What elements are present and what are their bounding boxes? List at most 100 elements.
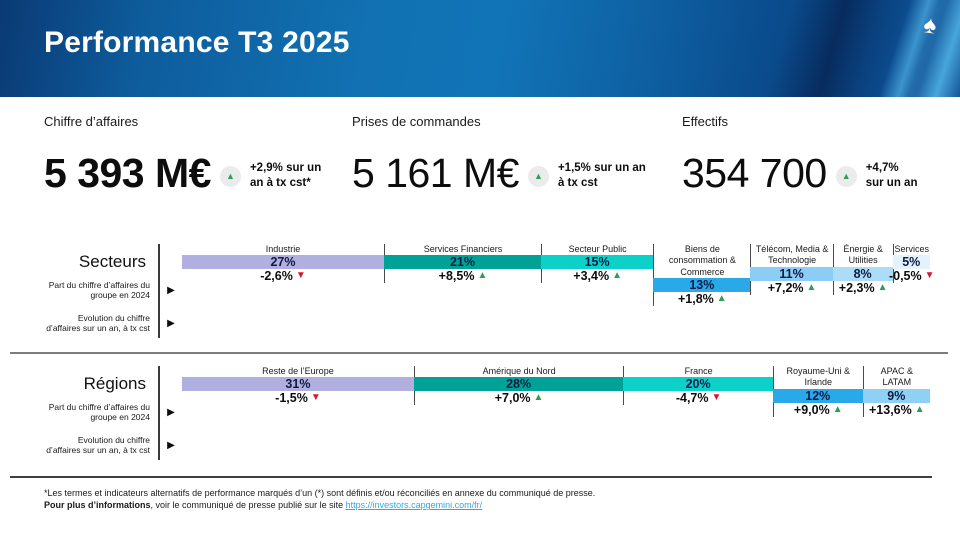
evolution-cell: +9,0% ▲ — [772, 402, 863, 417]
share-value: 5% — [902, 255, 921, 270]
share-bar-segment: 12% — [772, 388, 863, 403]
table-column: APAC & LATAM 9% +13,6% ▲ — [862, 366, 930, 460]
share-row-label: Part du chiffre d’affaires du groupe en … — [48, 279, 150, 300]
page-title: Performance T3 2025 — [44, 26, 350, 59]
share-value: 28% — [506, 377, 532, 392]
table-column: Services 5% -0,5% ▼ — [889, 244, 935, 338]
footnote-definitions: *Les termes et indicateurs alternatifs d… — [44, 488, 596, 498]
trend-arrow-icon: ▲ — [612, 270, 622, 282]
table-column: Services Financiers 21% +8,5% ▲ — [383, 244, 542, 338]
column-header: Industrie — [265, 244, 301, 254]
regions-label-column: Régions Part du chiffre d’affaires du gr… — [30, 366, 160, 460]
share-bar-segment: 20% — [623, 377, 773, 392]
evolution-value: +7,2% — [767, 280, 804, 295]
evolution-cell: +2,3% ▲ — [832, 280, 893, 295]
kpi-card: Chiffre d’affaires 5 393 M€ ▲ +2,9% sur … — [44, 114, 352, 194]
kpi-change: +1,5% sur un an à tx cst — [557, 161, 646, 189]
table-title: Régions — [83, 374, 146, 393]
share-value: 27% — [270, 255, 296, 270]
kpi-value: 5 161 M€ — [352, 150, 519, 196]
footnote-text: , voir le communiqué de presse publié su… — [150, 500, 346, 511]
trend-badge: ▲ — [219, 166, 241, 187]
trend-arrow-icon: ▼ — [310, 392, 321, 404]
column-header: Services — [892, 244, 929, 256]
share-bar-segment: 5% — [892, 255, 930, 270]
evolution-value: +9,0% — [793, 402, 830, 417]
footnotes: *Les termes et indicateurs alternatifs d… — [44, 487, 920, 511]
evolution-cell: +7,2% ▲ — [750, 280, 832, 295]
kpi-value: 354 700 — [682, 150, 827, 196]
share-value: 21% — [449, 255, 475, 270]
table-column: Télécom, Media & Technologie 11% +7,2% ▲ — [750, 244, 833, 338]
trend-arrow-icon: ▲ — [477, 270, 488, 282]
column-header: Biens de consommation & Commerce — [653, 244, 750, 278]
trend-arrow-icon: ▼ — [924, 270, 935, 282]
share-value: 11% — [779, 266, 804, 281]
column-header: Royaume-Uni & Irlande — [772, 366, 863, 389]
section-divider — [10, 352, 948, 354]
share-value: 12% — [805, 388, 831, 403]
evolution-value: +8,5% — [438, 269, 475, 284]
share-value: 31% — [285, 377, 311, 392]
evolution-cell: -0,5% ▼ — [889, 269, 935, 284]
evolution-cell: -4,7% ▼ — [623, 391, 773, 406]
kpi-value: 5 393 M€ — [44, 150, 211, 196]
share-bar-segment: 15% — [541, 255, 654, 270]
trend-arrow-icon: ▲ — [716, 292, 727, 304]
kpi-label: Chiffre d’affaires — [44, 114, 139, 129]
trend-arrow-icon: ▲ — [914, 403, 925, 415]
trend-arrow-icon: ▼ — [295, 270, 306, 282]
evolution-cell: +1,8% ▲ — [653, 291, 750, 306]
regions-columns: Reste de l’Europe 31% -1,5% ▼ Amérique d… — [182, 366, 930, 460]
trend-arrow-icon: ▲ — [533, 392, 544, 404]
table-column: Biens de consommation & Commerce 13% +1,… — [653, 244, 751, 338]
regions-table: Régions Part du chiffre d’affaires du gr… — [30, 366, 930, 460]
evolution-row-label: Evolution du chiffre d’affaires sur un a… — [46, 312, 150, 333]
trend-arrow-icon: ▲ — [806, 281, 817, 293]
table-column: France 20% -4,7% ▼ — [623, 366, 773, 460]
row-marker-icon: ▶ — [167, 317, 175, 329]
up-arrow-icon: ▲ — [225, 171, 235, 181]
share-bar-segment: 11% — [750, 266, 833, 281]
row-marker-icon: ▶ — [167, 406, 175, 418]
column-header: Télécom, Media & Technologie — [750, 244, 832, 267]
evolution-cell: +13,6% ▲ — [862, 402, 930, 417]
up-arrow-icon: ▲ — [841, 171, 851, 181]
trend-arrow-icon: ▲ — [877, 281, 888, 293]
trend-badge: ▲ — [835, 166, 857, 187]
kpi-change: +4,7% sur un an — [865, 161, 918, 189]
kpi-label: Prises de commandes — [352, 114, 481, 129]
footnote-lead: Pour plus d’informations — [44, 500, 151, 511]
evolution-cell: +7,0% ▲ — [413, 391, 623, 406]
trend-arrow-icon: ▼ — [711, 392, 722, 404]
kpi-label: Effectifs — [682, 114, 729, 129]
column-header: Énergie & Utilities — [832, 244, 893, 267]
column-header: APAC & LATAM — [862, 366, 930, 389]
table-column: Amérique du Nord 28% +7,0% ▲ — [413, 366, 624, 460]
investors-link[interactable]: https://investors.capgemini.com/fr/ — [345, 500, 483, 511]
share-value: 20% — [685, 377, 711, 392]
evolution-value: -0,5% — [888, 269, 922, 284]
evolution-value: +7,0% — [494, 391, 531, 406]
share-bar-segment: 27% — [182, 255, 384, 270]
column-header: Secteur Public — [541, 244, 653, 256]
up-arrow-icon: ▲ — [533, 171, 543, 181]
kpi-card: Prises de commandes 5 161 M€ ▲ +1,5% sur… — [352, 114, 682, 194]
footer-divider — [10, 476, 932, 478]
table-column: Royaume-Uni & Irlande 12% +9,0% ▲ — [772, 366, 863, 460]
row-marker-column: ▶ ▶ — [160, 244, 182, 338]
evolution-value: +2,3% — [838, 280, 875, 295]
table-column: Industrie 27% -2,6% ▼ — [182, 244, 384, 338]
share-bar-segment: 9% — [862, 388, 930, 403]
footnote-more-info: Pour plus d’informations, voir le commun… — [44, 499, 920, 511]
evolution-value: +3,4% — [573, 269, 610, 284]
row-marker-column: ▶ ▶ — [160, 366, 182, 460]
evolution-cell: +3,4% ▲ — [541, 269, 653, 284]
trend-badge: ▲ — [527, 166, 549, 187]
column-header: France — [623, 366, 773, 378]
column-header: Amérique du Nord — [413, 366, 623, 378]
evolution-row-label: Evolution du chiffre d’affaires sur un a… — [46, 434, 150, 455]
kpi-card: Effectifs 354 700 ▲ +4,7% sur un an — [682, 114, 944, 194]
evolution-cell: +8,5% ▲ — [383, 269, 541, 284]
